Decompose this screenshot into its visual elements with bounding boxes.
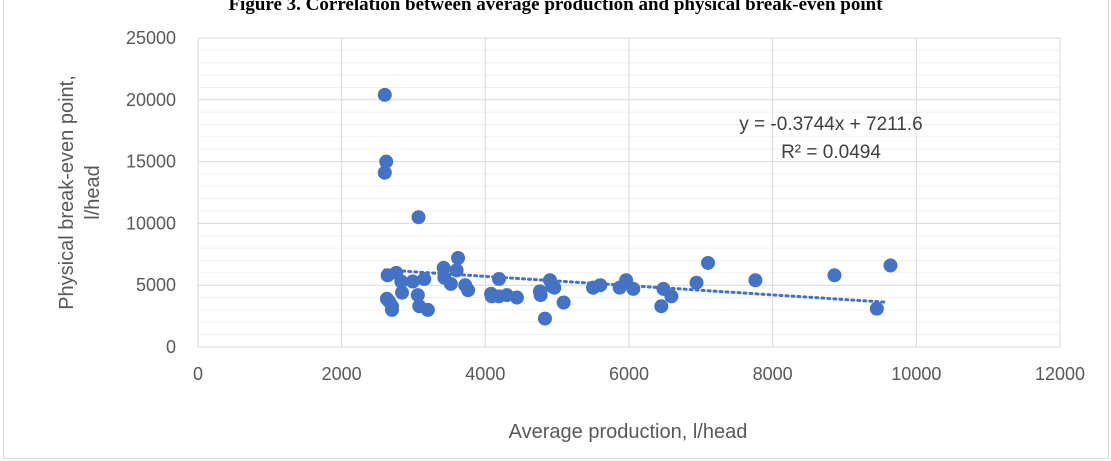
data-point [748, 273, 763, 288]
data-point [533, 288, 548, 303]
data-point [701, 255, 716, 270]
x-tick-label: 10000 [891, 364, 941, 384]
x-tick-label: 0 [193, 364, 203, 384]
y-axis-label-line-2: l/head [82, 165, 104, 220]
data-point [379, 154, 394, 169]
data-point [394, 274, 409, 289]
grid-lines [198, 37, 1061, 347]
data-point [537, 311, 552, 326]
data-point [461, 283, 476, 298]
x-tick-label: 2000 [322, 364, 362, 384]
data-point [556, 295, 571, 310]
y-tick-label: 5000 [136, 275, 176, 295]
x-tick-label: 6000 [609, 364, 649, 384]
x-tick-label: 8000 [753, 364, 793, 384]
data-point [869, 301, 884, 316]
data-point [451, 251, 466, 266]
x-axis-label: Average production, l/head [509, 421, 748, 443]
data-point [377, 165, 392, 180]
data-point [664, 289, 679, 304]
data-point [395, 285, 410, 300]
trendline-equation: y = -0.3744x + 7211.6 [739, 114, 922, 135]
data-point [593, 278, 608, 293]
data-point [417, 272, 432, 287]
data-point [420, 302, 435, 317]
y-tick-label: 0 [166, 337, 176, 357]
y-tick-label: 10000 [126, 213, 176, 233]
data-points [377, 87, 898, 326]
x-tick-label: 4000 [465, 364, 505, 384]
y-axis-label-group: Physical break-even point, l/head [56, 75, 104, 310]
figure-title: Figure 3. Correlation between average pr… [228, 0, 883, 15]
y-axis-label-line-1: Physical break-even point, [56, 75, 78, 310]
data-point [509, 290, 524, 305]
r-squared-label: R² = 0.0494 [781, 142, 881, 163]
data-point [626, 281, 641, 296]
data-point [689, 275, 704, 290]
data-point [410, 288, 425, 303]
data-point [547, 280, 562, 295]
data-point [883, 258, 898, 273]
y-tick-label: 15000 [126, 152, 176, 172]
data-point [491, 272, 506, 287]
data-point [443, 276, 458, 291]
x-tick-label: 12000 [1035, 364, 1085, 384]
data-point [377, 87, 392, 102]
y-tick-label: 25000 [126, 28, 176, 48]
data-point [405, 274, 420, 289]
data-point [654, 299, 669, 314]
y-tick-label: 20000 [126, 90, 176, 110]
data-point [384, 302, 399, 317]
chart-frame [3, 0, 1109, 459]
data-point [411, 210, 426, 225]
data-point [449, 263, 464, 278]
axis-lines [197, 38, 1060, 348]
y-tick-labels: 0 5000 10000 15000 20000 25000 [126, 28, 176, 357]
data-point [827, 268, 842, 283]
x-tick-labels: 0 2000 4000 6000 8000 10000 12000 [193, 364, 1085, 384]
